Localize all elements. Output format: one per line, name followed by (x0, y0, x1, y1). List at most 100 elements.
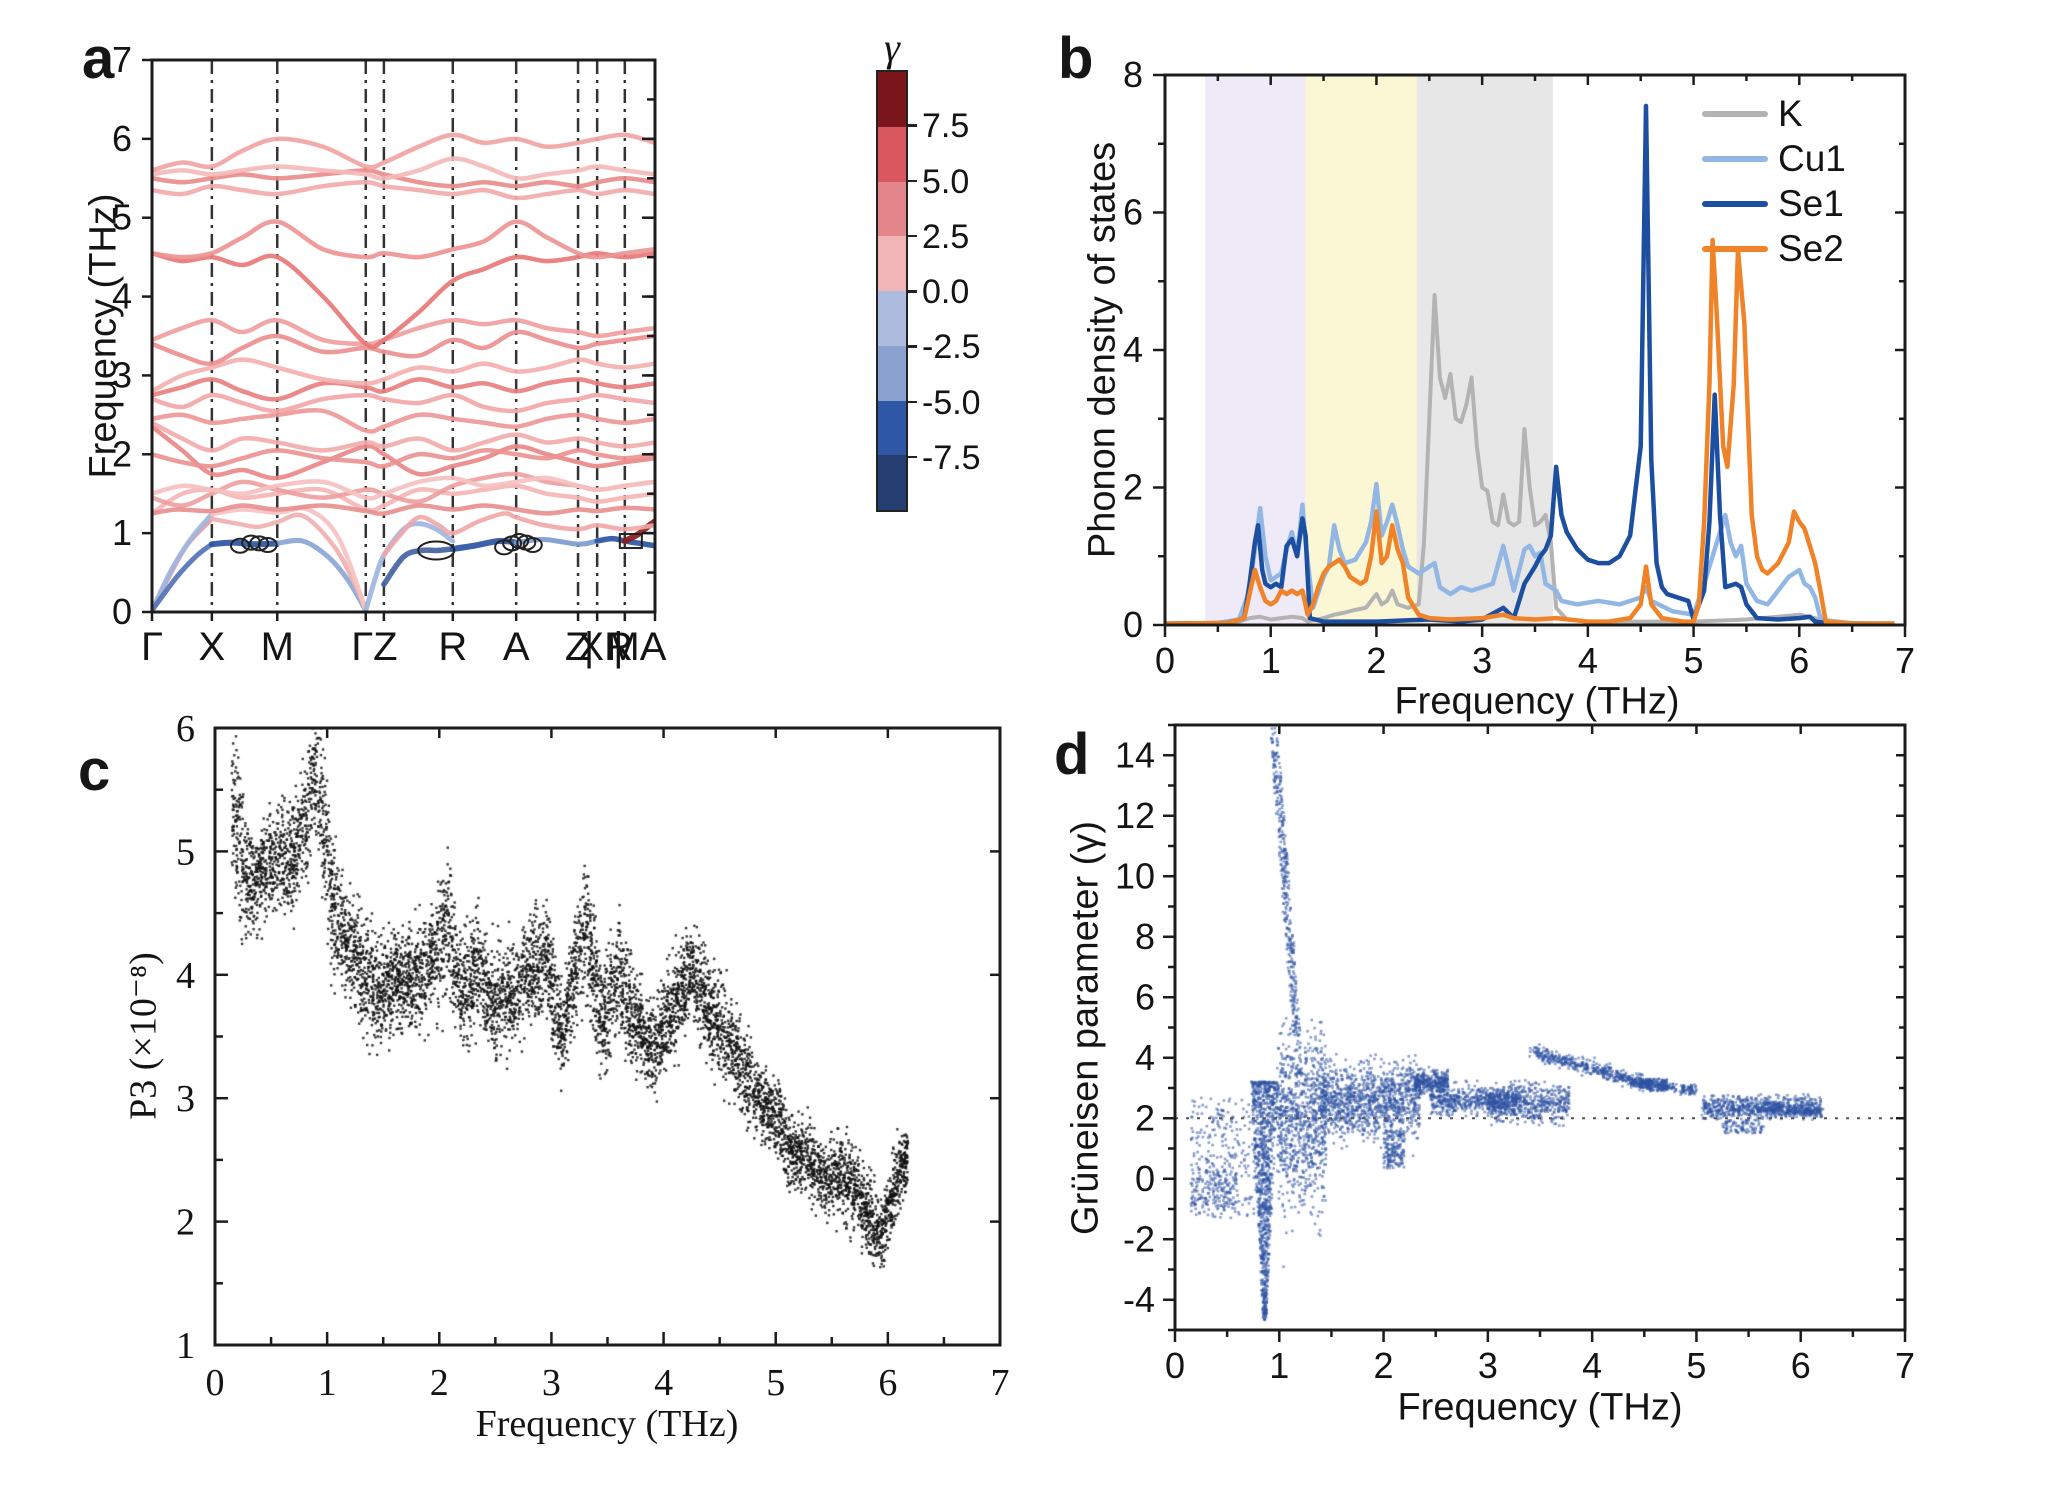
panel-c-label: c (78, 738, 111, 803)
tick-label: 2 (176, 1202, 195, 1244)
legend-label-se1: Se1 (1778, 183, 1844, 224)
colorbar-tick (908, 455, 917, 459)
tick-label: 0 (112, 591, 132, 632)
tick-label: XR (577, 625, 633, 669)
tick-label: 8 (1135, 916, 1155, 957)
tick-label: 14 (1115, 734, 1155, 775)
tick-label: 0 (206, 1362, 225, 1404)
panel-a-label: a (82, 26, 115, 91)
panel-d-label: d (1054, 722, 1090, 787)
tick-label: 0 (1135, 1158, 1155, 1199)
tick-label: 6 (112, 118, 132, 159)
panel-c-x-axis-title: Frequency (THz) (475, 1403, 739, 1445)
tick-label: R (438, 625, 467, 669)
tick-label: 4 (1123, 329, 1143, 370)
plot-frame (213, 726, 1002, 1347)
colorbar-step (878, 126, 906, 182)
phonon-band (152, 471, 655, 508)
tick-label: -2 (1123, 1218, 1155, 1259)
colorbar-tick (908, 124, 917, 127)
tick-label: 5 (1684, 640, 1704, 681)
dos-curve-Se1 (1165, 103, 1895, 625)
legend-line-Se2-icon (1702, 245, 1768, 252)
colorbar-tick-label: 7.5 (922, 107, 970, 146)
legend-row-se2: Se2 (1702, 229, 1846, 268)
panel-c-scatter-canvas (215, 728, 1000, 1345)
tick-label: 4 (654, 1362, 673, 1404)
colorbar-step (878, 72, 906, 127)
phonon-band (152, 511, 215, 612)
phonon-band (152, 420, 655, 453)
tick-label: 4 (176, 955, 195, 997)
tick-label: 1 (112, 512, 132, 553)
mode-circle-marker (230, 537, 251, 554)
colorbar-step (878, 345, 906, 401)
tick-label: X (199, 625, 226, 669)
tick-label: 2 (1135, 1097, 1155, 1138)
tick-label: 4 (112, 276, 132, 317)
tick-label: 1 (1261, 640, 1281, 681)
colorbar-tick (908, 179, 917, 182)
colorbar-tick-label: 2.5 (922, 217, 970, 256)
tick-label: 5 (112, 197, 132, 238)
legend-line-Se1-icon (1702, 200, 1768, 207)
colorbar-tick-label: 0.0 (922, 273, 970, 311)
dos-curve-Se2 (1165, 237, 1895, 625)
panel-d-x-axis-title: Frequency (THz) (1397, 1386, 1683, 1429)
tick-label: MA (606, 625, 666, 669)
tick-label: 4 (1578, 640, 1598, 681)
tick-label: 1 (1269, 1345, 1289, 1386)
phonon-bands (152, 132, 655, 612)
tick-label: 6 (1123, 192, 1143, 233)
legend-row-cu1: Cu1 (1702, 139, 1846, 178)
tick-label: A (503, 625, 530, 669)
colorbar-step (878, 400, 906, 456)
phonon-band (152, 475, 655, 501)
tick-label: 7 (112, 39, 132, 80)
colorbar-step (878, 181, 906, 237)
colorbar-tick-label: 5.0 (922, 162, 970, 201)
panel-b-label: b (1058, 26, 1094, 91)
colorbar-tick (908, 234, 917, 238)
panel-b-x-axis-title: Frequency (THz) (1394, 680, 1680, 723)
colorbar-title: γ (884, 25, 900, 70)
tick-label: 2 (1374, 1345, 1394, 1386)
tick-label: -4 (1123, 1279, 1155, 1320)
mode-circle-marker (257, 536, 278, 553)
tick-label: 3 (1472, 640, 1492, 681)
phonon-band (381, 511, 655, 558)
colorbar (876, 70, 908, 512)
phonon-band (274, 537, 369, 612)
phonon-band (152, 503, 655, 516)
tick-label: 7 (1895, 1345, 1915, 1386)
legend-row-se1: Se1 (1702, 184, 1846, 223)
mode-rect-marker (618, 533, 643, 550)
tick-label: 2 (1366, 640, 1386, 681)
tick-label: 8 (1123, 54, 1143, 95)
tick-label: 2 (430, 1362, 449, 1404)
colorbar-step (878, 291, 906, 346)
legend-label-se2: Se2 (1778, 228, 1844, 269)
mode-circle-marker (249, 535, 270, 552)
tick-label: | (613, 625, 623, 669)
tick-label: 3 (112, 354, 132, 395)
tick-label: 1 (176, 1325, 195, 1367)
colorbar-tick-label: -7.5 (922, 438, 981, 477)
panel-b-y-axis-title: Phonon density of states (1081, 141, 1124, 559)
panel-d-y-axis-title: Grüneisen parameter (γ) (1064, 821, 1107, 1235)
phonon-band (152, 541, 215, 612)
phonon-band (152, 132, 655, 173)
tick-label: 5 (1686, 1345, 1706, 1386)
tick-label: Γ (141, 625, 163, 669)
plot-frame (1173, 723, 1907, 1332)
legend-line-K-icon (1702, 110, 1768, 117)
colorbar-step (878, 455, 906, 510)
tick-label: M (261, 625, 294, 669)
legend-label-k: K (1778, 93, 1803, 134)
phonon-band (152, 483, 655, 516)
tick-label: 6 (1789, 640, 1809, 681)
phonon-band (363, 521, 456, 612)
tick-label: 5 (176, 831, 195, 873)
